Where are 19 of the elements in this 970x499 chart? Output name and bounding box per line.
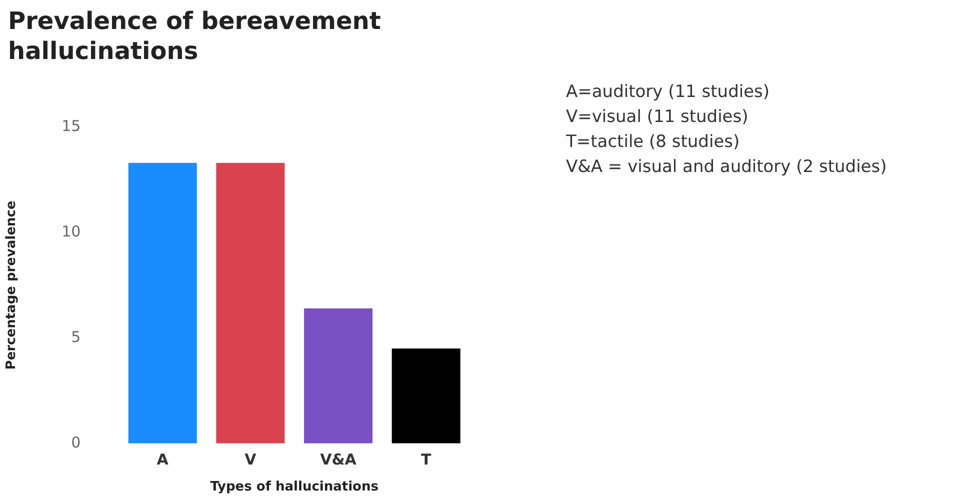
text: A=auditory (11 studies): [566, 81, 771, 104]
x-tick-label: T: [420, 450, 432, 468]
text: V&A = visual and auditory (2 studies): [566, 156, 887, 179]
x-tick-label: V&A: [320, 450, 357, 468]
y-tick-label: 10: [62, 222, 81, 240]
text: V=visual (11 studies): [566, 106, 750, 129]
x-tick-label: A: [156, 450, 169, 468]
x-axis-title: Types of hallucinations: [210, 480, 379, 495]
bar: [216, 162, 285, 444]
y-axis-title: Percentage prevalence: [4, 200, 20, 370]
bar: [128, 162, 197, 444]
y-tick-label: 15: [62, 116, 81, 135]
chart-title: Prevalence of bereavement hallucinations: [8, 6, 382, 66]
bar: [304, 308, 373, 444]
bar: [392, 348, 460, 444]
y-tick-label: 0: [71, 433, 81, 452]
text: T=tactile (8 studies): [566, 131, 741, 154]
y-tick-label: 5: [71, 328, 81, 346]
x-tick-label: V: [244, 450, 257, 468]
